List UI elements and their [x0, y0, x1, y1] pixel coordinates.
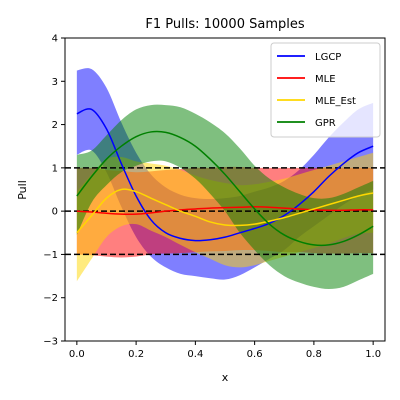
x-tick-label: 0.2: [128, 349, 144, 360]
confidence-bands: [76, 68, 374, 290]
line-lgcp: [76, 108, 374, 242]
y-tick-label: −1: [43, 250, 58, 261]
plot-frame: [64, 37, 386, 342]
line-mle: [76, 206, 374, 216]
y-tick-label: 1: [52, 163, 58, 174]
y-tick-label: 3: [52, 77, 58, 88]
x-axis-label: x: [222, 371, 229, 384]
y-axis-label: Pull: [16, 180, 29, 200]
y-tick-label: 0: [52, 207, 58, 218]
chart-title: F1 Pulls: 10000 Samples: [145, 17, 304, 32]
x-axis-ticks: 0.0 0.2 0.4 0.6 0.8 1.0: [69, 341, 381, 360]
y-tick-label: 2: [52, 120, 58, 131]
series-lines: [76, 108, 374, 247]
x-tick-label: 0.8: [306, 349, 322, 360]
legend-label-mle: MLE: [315, 74, 336, 85]
reference-lines: [65, 167, 385, 256]
line-mle_est: [76, 188, 374, 234]
legend-label-mle_est: MLE_Est: [315, 96, 356, 107]
x-tick-label: 0.4: [187, 349, 203, 360]
y-tick-label: −3: [43, 337, 58, 348]
legend-box: [270, 42, 381, 138]
x-tick-label: 1.0: [365, 349, 381, 360]
x-tick-label: 0.6: [247, 349, 263, 360]
line-gpr: [76, 130, 374, 247]
legend-label-gpr: GPR: [315, 118, 336, 129]
y-tick-label: 4: [52, 34, 58, 45]
band-gpr: [76, 104, 374, 290]
legend: LGCP MLE MLE_Est GPR: [270, 42, 381, 138]
legend-label-lgcp: LGCP: [315, 52, 341, 63]
y-axis-ticks: −3 −2 −1 0 1 2 3 4: [43, 34, 65, 348]
y-tick-label: −2: [43, 293, 58, 304]
x-tick-label: 0.0: [69, 349, 85, 360]
